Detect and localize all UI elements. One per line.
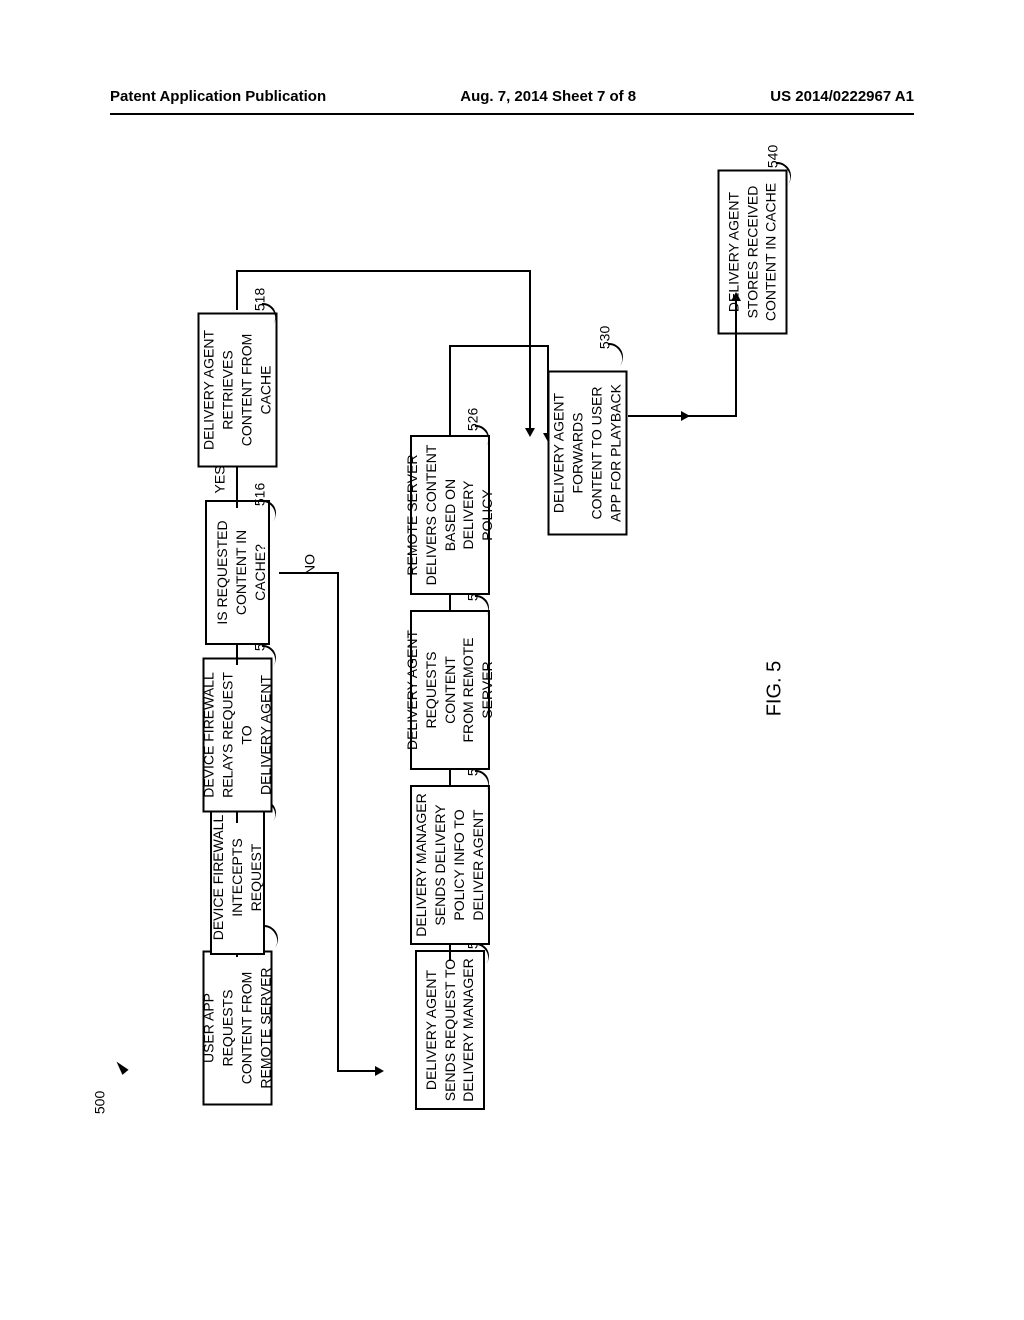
header-left: Patent Application Publication <box>110 88 326 105</box>
ref-500: 500 <box>91 1082 110 1122</box>
arrow-518-530-h <box>236 270 531 272</box>
node-526: REMOTE SERVER DELIVERS CONTENT BASED ON … <box>410 435 490 595</box>
node-522: DELIVERY MANAGER SENDS DELIVERY POLICY I… <box>410 785 490 945</box>
arrow-516-520-h <box>279 572 339 574</box>
label-no: NO <box>301 549 320 579</box>
node-524-text: DELIVERY AGENT REQUESTS CONTENT FROM REM… <box>403 618 497 762</box>
arrow-516-520-v <box>337 572 339 1072</box>
node-520: DELIVERY AGENT SENDS REQUEST TO DELIVERY… <box>415 950 485 1110</box>
arrow-530-540-v <box>735 295 737 417</box>
header-rule <box>110 113 914 115</box>
node-514: DEVICE FIREWALL RELAYS REQUEST TO DELIVE… <box>203 658 273 813</box>
node-520-text: DELIVERY AGENT SENDS REQUEST TO DELIVERY… <box>422 958 479 1101</box>
arrowhead-540-in <box>731 292 741 301</box>
node-516-text: IS REQUESTED CONTENT IN CACHE? <box>213 508 270 637</box>
arrow-518-530-v <box>529 270 531 430</box>
arrow-526-530-h <box>449 345 549 347</box>
node-510-text: USER APP REQUESTS CONTENT FROM REMOTE SE… <box>200 959 276 1098</box>
node-518: DELIVERY AGENT RETRIEVES CONTENT FROM CA… <box>198 313 278 468</box>
page: Patent Application Publication Aug. 7, 2… <box>0 0 1024 1320</box>
arrow-530-540-h <box>683 415 737 417</box>
node-514-text: DEVICE FIREWALL RELAYS REQUEST TO DELIVE… <box>200 666 276 805</box>
header-right: US 2014/0222967 A1 <box>770 88 914 105</box>
ref-500-arrow <box>113 1059 128 1075</box>
arrow-526-up <box>449 345 451 435</box>
node-510: USER APP REQUESTS CONTENT FROM REMOTE SE… <box>203 951 273 1106</box>
flowchart: 500 FIG. 5 USER APP REQUESTS CONTENT FRO… <box>115 135 915 1165</box>
figure-caption: FIG. 5 <box>762 649 789 729</box>
node-518-text: DELIVERY AGENT RETRIEVES CONTENT FROM CA… <box>200 330 276 450</box>
node-530-text: DELIVERY AGENT FORWARDS CONTENT TO USER … <box>550 384 626 522</box>
node-512-text: DEVICE FIREWALL INTECEPTS REQUEST <box>209 808 266 947</box>
arrow-530-540 <box>628 415 683 417</box>
arrowhead-516-520 <box>375 1066 384 1076</box>
arrow-518-up <box>236 270 238 310</box>
node-526-text: REMOTE SERVER DELIVERS CONTENT BASED ON … <box>403 443 497 587</box>
node-522-text: DELIVERY MANAGER SENDS DELIVERY POLICY I… <box>412 793 488 936</box>
node-540: DELIVERY AGENT STORES RECEIVED CONTENT I… <box>718 170 788 335</box>
node-530: DELIVERY AGENT FORWARDS CONTENT TO USER … <box>548 371 628 536</box>
arrowhead-518-530 <box>525 428 535 437</box>
node-524: DELIVERY AGENT REQUESTS CONTENT FROM REM… <box>410 610 490 770</box>
header-center: Aug. 7, 2014 Sheet 7 of 8 <box>460 88 636 105</box>
arrow-516-520-h2 <box>337 1070 377 1072</box>
page-header: Patent Application Publication Aug. 7, 2… <box>0 88 1024 115</box>
